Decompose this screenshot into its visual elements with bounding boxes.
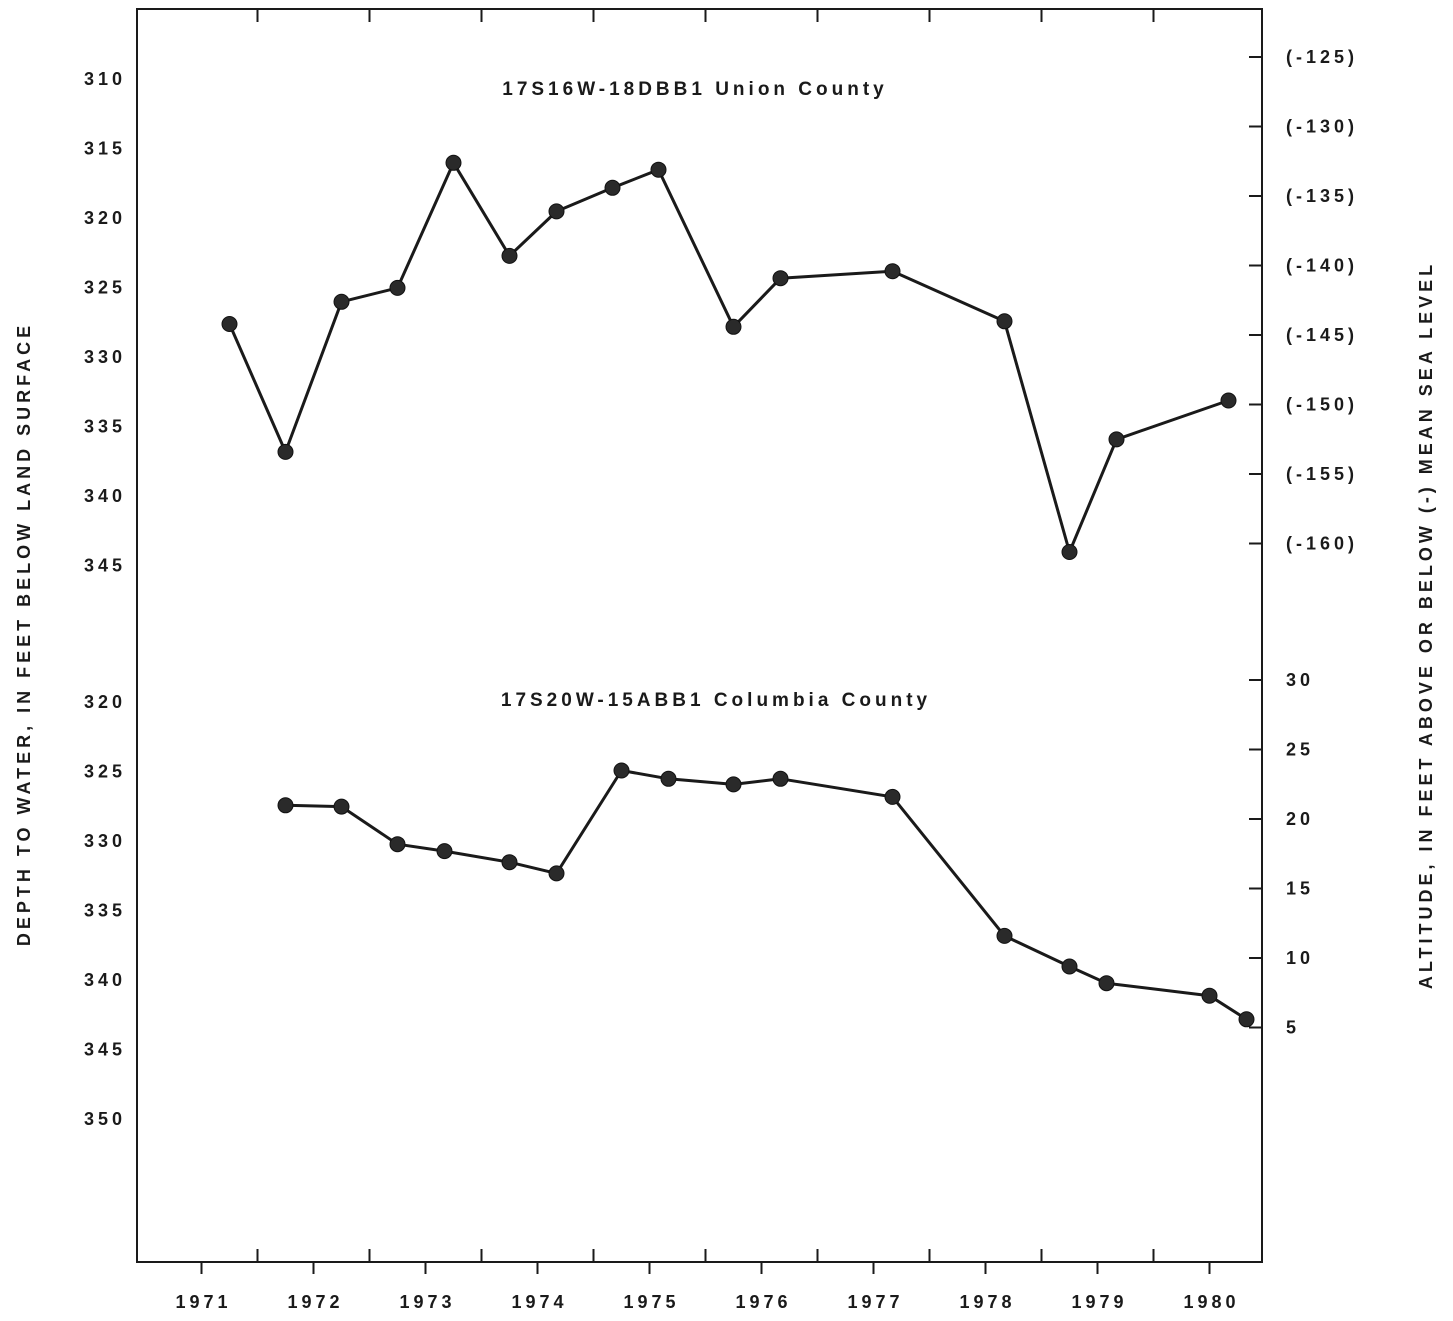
depth-tick-label: 325 [84, 762, 126, 782]
data-point [333, 293, 350, 310]
left-axis-title: DEPTH TO WATER, IN FEET BELOW LAND SURFA… [14, 322, 34, 946]
depth-tick-label: 350 [84, 1109, 126, 1129]
data-point [1238, 1011, 1255, 1028]
year-label: 1975 [623, 1292, 679, 1312]
data-point [884, 788, 901, 805]
data-point [501, 247, 518, 264]
panel-union-county: 17S16W-18DBB1 Union County 3103153203253… [84, 47, 1358, 576]
year-label: 1971 [175, 1292, 231, 1312]
altitude-tick-label: (-130) [1286, 117, 1358, 137]
year-label: 1979 [1071, 1292, 1127, 1312]
depth-tick-label: 325 [84, 278, 126, 298]
right-axis-title: ALTITUDE, IN FEET ABOVE OR BELOW (-) MEA… [1416, 261, 1436, 989]
altitude-tick-label: 25 [1286, 740, 1314, 760]
columbia-series-line [285, 769, 1248, 1021]
data-point [221, 316, 238, 332]
data-point [650, 161, 667, 178]
altitude-tick-label: 20 [1286, 809, 1314, 829]
data-point [725, 318, 742, 335]
data-point [1061, 958, 1078, 975]
data-point [604, 179, 621, 196]
depth-tick-label: 330 [84, 347, 126, 367]
data-point [445, 154, 462, 171]
top-year-ticks [256, 9, 1155, 22]
year-label: 1974 [511, 1292, 567, 1312]
data-point [1061, 544, 1078, 560]
data-point [884, 263, 901, 280]
data-point [1098, 975, 1115, 992]
altitude-tick-label: (-145) [1286, 325, 1358, 345]
data-point [501, 854, 518, 871]
data-point [725, 776, 742, 793]
union-depth-axis: 310 315 320 325 330 335 340 345 [84, 69, 126, 576]
data-point [277, 797, 294, 814]
union-series-points [221, 154, 1237, 560]
altitude-tick-label: (-160) [1286, 534, 1358, 554]
depth-tick-label: 345 [84, 556, 126, 576]
depth-tick-label: 335 [84, 417, 126, 437]
data-point [1201, 987, 1218, 1004]
x-axis-year-labels: 1971 1972 1973 1974 1975 1976 1977 1978 1979 1980 [175, 1292, 1239, 1312]
data-point [660, 770, 677, 787]
union-series-line [228, 161, 1229, 554]
bottom-year-ticks [200, 1249, 1211, 1274]
data-point [772, 270, 789, 287]
union-altitude-axis: (-125) (-130) (-135) (-140) (-145) (-150) (-15… [1249, 47, 1358, 554]
year-label: 1977 [847, 1292, 903, 1312]
depth-tick-label: 340 [84, 486, 126, 506]
plot-frame [136, 8, 1263, 1263]
columbia-altitude-axis: 30 25 20 15 10 5 [1249, 670, 1314, 1038]
data-point [1108, 431, 1125, 448]
data-point [389, 836, 406, 853]
altitude-tick-label: 15 [1286, 879, 1314, 899]
depth-tick-label: 340 [84, 970, 126, 990]
year-label: 1978 [959, 1292, 1015, 1312]
data-point [389, 279, 406, 296]
year-label: 1973 [399, 1292, 455, 1312]
altitude-tick-label: (-155) [1286, 464, 1358, 484]
data-point [548, 865, 565, 882]
depth-tick-label: 320 [84, 208, 126, 228]
altitude-tick-label: (-125) [1286, 47, 1358, 67]
depth-tick-label: 335 [84, 901, 126, 921]
altitude-tick-label: 10 [1286, 948, 1314, 968]
series-title-union: 17S16W-18DBB1 Union County [502, 79, 888, 100]
year-label: 1972 [287, 1292, 343, 1312]
columbia-depth-axis: 320 325 330 335 340 345 350 [84, 692, 126, 1129]
panel-columbia-county: 17S20W-15ABB1 Columbia County 3203253303… [84, 670, 1314, 1129]
altitude-tick-label: 30 [1286, 670, 1314, 690]
data-point [996, 927, 1013, 944]
altitude-tick-label: (-150) [1286, 395, 1358, 415]
depth-tick-label: 320 [84, 692, 126, 712]
data-point [436, 843, 453, 860]
altitude-tick-label: 5 [1286, 1018, 1300, 1038]
data-point [996, 313, 1013, 330]
depth-tick-label: 345 [84, 1040, 126, 1060]
depth-tick-label: 310 [84, 69, 126, 89]
depth-tick-label: 315 [84, 139, 126, 159]
year-label: 1980 [1183, 1292, 1239, 1312]
data-point [548, 203, 565, 220]
data-point [613, 762, 630, 779]
altitude-tick-label: (-140) [1286, 256, 1358, 276]
data-point [1220, 392, 1237, 409]
altitude-tick-label: (-135) [1286, 186, 1358, 206]
year-label: 1976 [735, 1292, 791, 1312]
data-point [333, 798, 350, 815]
data-point [277, 443, 294, 460]
data-point [772, 770, 789, 787]
columbia-series-points [277, 762, 1255, 1028]
depth-tick-label: 330 [84, 831, 126, 851]
series-title-columbia: 17S20W-15ABB1 Columbia County [501, 690, 931, 711]
